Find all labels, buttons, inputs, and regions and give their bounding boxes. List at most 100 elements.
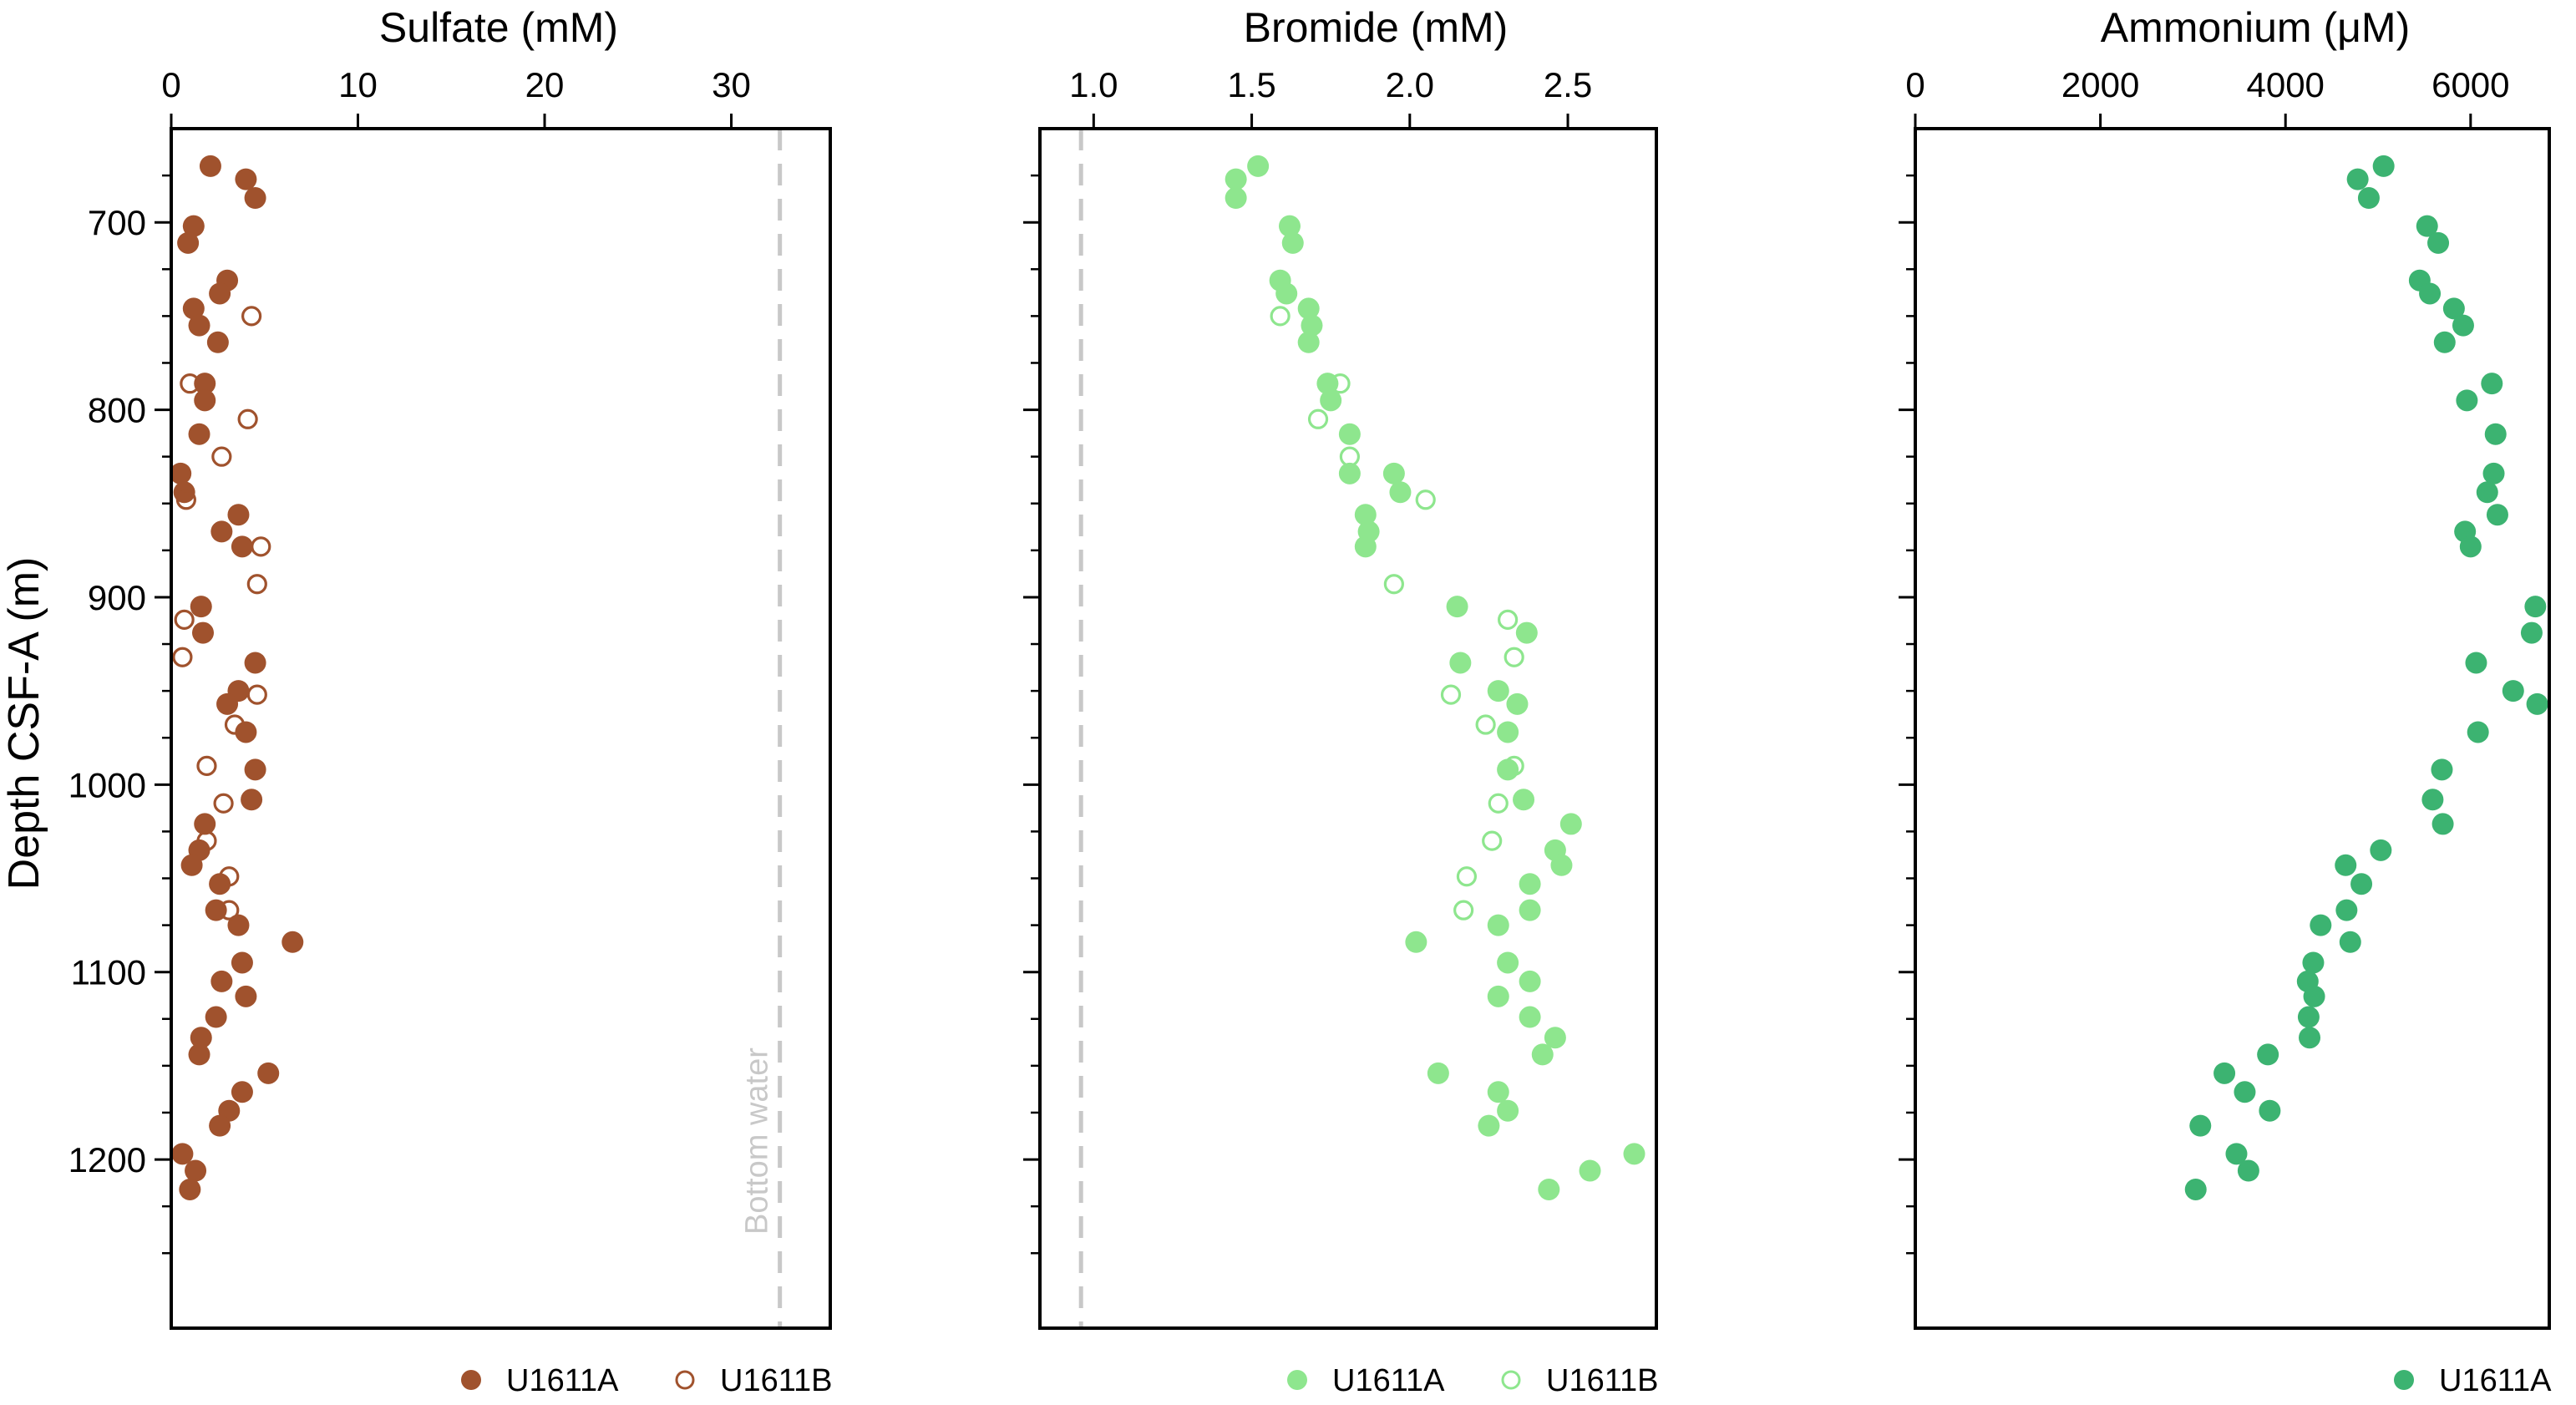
sulfate-point-u1611a	[170, 462, 192, 484]
ammonium-legend-label-u1611a: U1611A	[2439, 1363, 2552, 1398]
bromide-plot-frame	[1038, 127, 1658, 1330]
bromide-point-u1611b	[1270, 306, 1291, 327]
sulfate-point-u1611a	[281, 931, 304, 953]
sulfate-point-u1611b	[251, 536, 271, 557]
bromide-point-u1611a	[1531, 1043, 1554, 1066]
sulfate-point-u1611b	[237, 408, 258, 429]
bromide-point-u1611a	[1487, 1081, 1509, 1103]
bromide-point-u1611a	[1389, 481, 1412, 504]
bromide-legend-marker-u1611b	[1501, 1370, 1521, 1390]
bromide-point-u1611b	[1307, 408, 1329, 429]
bromide-x-tick-label: 1.5	[1227, 65, 1275, 104]
bromide-point-u1611b	[1383, 574, 1404, 595]
ammonium-point-u1611a	[2465, 652, 2487, 674]
ammonium-point-u1611a	[2524, 596, 2547, 618]
ammonium-point-u1611a	[2184, 1178, 2207, 1200]
ammonium-point-u1611a	[2482, 462, 2505, 484]
ammonium-point-u1611a	[2225, 1143, 2248, 1165]
bromide-point-u1611a	[1449, 652, 1472, 674]
sulfate-point-u1611a	[227, 914, 250, 936]
bromide-point-u1611b	[1440, 684, 1462, 705]
ammonium-point-u1611a	[2213, 1062, 2236, 1084]
sulfate-point-u1611b	[224, 714, 246, 735]
ammonium-point-u1611a	[2237, 1159, 2259, 1182]
bromide-point-u1611a	[1559, 813, 1582, 835]
sulfate-point-u1611b	[196, 755, 217, 776]
bromide-point-u1611b	[1475, 714, 1496, 735]
sulfate-point-u1611b	[219, 900, 240, 921]
ammonium-point-u1611a	[2350, 873, 2373, 895]
sulfate-point-u1611b	[174, 609, 195, 630]
sulfate-point-u1611a	[180, 854, 203, 876]
bromide-point-u1611a	[1297, 331, 1320, 353]
sulfate-point-u1611a	[227, 504, 250, 526]
ammonium-point-u1611a	[2456, 389, 2478, 412]
panel-title-sulfate: Sulfate (mM)	[379, 4, 618, 51]
sulfate-point-u1611a	[244, 652, 266, 674]
bromide-point-u1611b	[1498, 609, 1519, 630]
sulfate-point-u1611a	[188, 423, 210, 445]
bromide-point-u1611b	[1415, 489, 1436, 510]
bromide-axes: 1.0 1.5 2.0 2.5	[1023, 65, 1592, 1255]
bromide-point-u1611a	[1225, 168, 1247, 190]
bromide-point-u1611b	[1482, 830, 1503, 851]
sulfate-point-u1611b	[172, 647, 193, 667]
sulfate-x-tick-label: 20	[525, 65, 565, 104]
sulfate-point-u1611a	[188, 1043, 210, 1066]
bromide-point-u1611a	[1478, 1114, 1500, 1137]
ammonium-point-u1611a	[2299, 1027, 2321, 1049]
ammonium-point-u1611a	[2297, 1006, 2320, 1028]
sulfate-reference-label: Bottom water	[740, 1047, 775, 1235]
bromide-point-u1611b	[1456, 866, 1478, 887]
bromide-point-u1611a	[1497, 721, 1519, 743]
bromide-point-u1611a	[1487, 985, 1509, 1007]
bromide-x-tick-label: 2.5	[1544, 65, 1592, 104]
sulfate-point-u1611b	[196, 830, 217, 851]
sulfate-point-u1611a	[199, 155, 221, 177]
bromide-points	[1225, 155, 1645, 1200]
bromide-point-u1611b	[1453, 900, 1474, 921]
ammonium-point-u1611a	[2421, 789, 2444, 811]
ammonium-point-u1611a	[2372, 155, 2395, 177]
panel-ammonium: Ammonium (μM) 0 2000 4000 6000 U1611A	[1899, 4, 2552, 1398]
bromide-point-u1611a	[1382, 462, 1405, 484]
ammonium-point-u1611a	[2476, 481, 2498, 504]
sulfate-legend-label-u1611b: U1611B	[720, 1363, 833, 1398]
bromide-point-u1611b	[1504, 647, 1524, 667]
sulfate-point-u1611a	[182, 297, 205, 320]
ammonium-point-u1611a	[2234, 1081, 2256, 1103]
ammonium-point-u1611a	[2459, 535, 2482, 558]
sulfate-plot-frame	[170, 127, 832, 1330]
bromide-point-u1611a	[1301, 314, 1323, 337]
panel-sulfate: Sulfate (mM) Bottom water 0 10 20 30 700 800 9…	[68, 4, 833, 1398]
ammonium-point-u1611a	[2303, 985, 2325, 1007]
sulfate-point-u1611a	[188, 314, 210, 337]
sulfate-point-u1611a	[182, 215, 205, 237]
sulfate-point-u1611a	[231, 535, 253, 558]
bromide-point-u1611a	[1281, 231, 1304, 254]
ammonium-point-u1611a	[2257, 1043, 2279, 1066]
bromide-point-u1611a	[1497, 1099, 1519, 1122]
ammonium-point-u1611a	[2302, 951, 2325, 974]
bromide-point-u1611a	[1446, 596, 1468, 618]
ammonium-point-u1611a	[2431, 758, 2453, 781]
sulfate-point-u1611a	[210, 970, 233, 992]
ammonium-x-tick-label: 4000	[2246, 65, 2324, 104]
sulfate-x-tick-label: 30	[712, 65, 751, 104]
bromide-legend-label-u1611b: U1611B	[1546, 1363, 1659, 1398]
bromide-legend-marker-u1611a	[1287, 1370, 1307, 1390]
sulfate-point-u1611b	[211, 446, 232, 467]
panel-title-bromide: Bromide (mM)	[1244, 4, 1509, 51]
bromide-point-u1611a	[1338, 462, 1361, 484]
bromide-point-u1611a	[1275, 282, 1298, 305]
bromide-point-u1611a	[1354, 504, 1377, 526]
sulfate-point-u1611a	[194, 373, 216, 395]
sulfate-point-u1611a	[171, 1143, 194, 1165]
ammonium-point-u1611a	[2335, 899, 2358, 921]
ammonium-point-u1611a	[2433, 331, 2456, 353]
sulfate-point-u1611a	[206, 331, 229, 353]
ammonium-point-u1611a	[2502, 680, 2524, 702]
sulfate-point-u1611a	[216, 692, 239, 715]
sulfate-point-u1611a	[244, 187, 266, 210]
